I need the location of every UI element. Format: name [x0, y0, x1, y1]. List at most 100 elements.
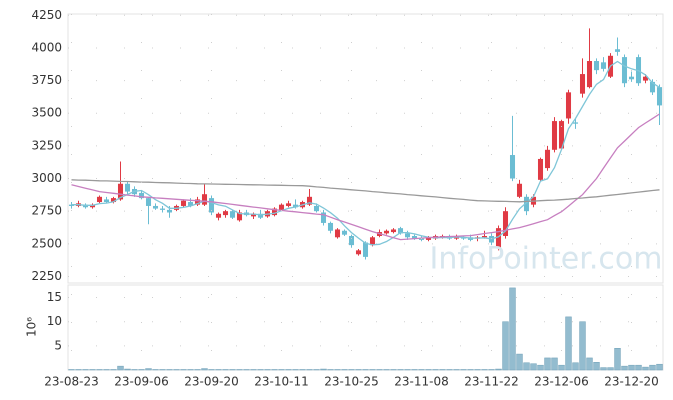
- candle-body: [642, 76, 649, 81]
- x-tick-label: 23-09-06: [114, 375, 168, 389]
- candle-body: [313, 205, 320, 212]
- x-tick-label: 23-10-25: [324, 375, 378, 389]
- candle-body: [334, 229, 341, 238]
- volume-bar: [516, 353, 523, 371]
- x-tick-label: 23-11-22: [464, 375, 518, 389]
- volume-bar: [530, 363, 537, 371]
- candle-body: [278, 204, 285, 210]
- candle-body: [320, 212, 327, 223]
- candle-body: [103, 199, 110, 203]
- candle-body: [285, 203, 292, 206]
- volume-bar: [320, 368, 327, 371]
- candle-body: [124, 183, 131, 192]
- candle-body: [229, 211, 236, 218]
- y-tick-label: 15: [47, 290, 62, 304]
- volume-bar: [558, 364, 565, 371]
- candle-body: [82, 204, 89, 208]
- y-tick-label: 5: [54, 338, 62, 352]
- y-tick-label: 2750: [31, 204, 62, 218]
- volume-bar: [537, 364, 544, 371]
- volume-bar: [635, 364, 642, 371]
- candle-body: [572, 122, 579, 124]
- candle-body: [453, 237, 460, 239]
- candle-body: [138, 192, 145, 199]
- candle-body: [656, 87, 663, 106]
- candle-body: [348, 235, 355, 246]
- candle-body: [201, 194, 208, 205]
- volume-bar: [551, 357, 558, 371]
- candle-body: [180, 200, 187, 206]
- y-tick-label: 10: [47, 314, 62, 328]
- candle-body: [110, 198, 117, 203]
- y-tick-label: 4250: [31, 8, 62, 22]
- volume-bar: [145, 368, 152, 371]
- candle-body: [495, 228, 502, 248]
- x-tick-label: 23-09-20: [184, 375, 238, 389]
- x-tick-label: 23-12-20: [604, 375, 658, 389]
- candle-body: [411, 235, 418, 239]
- volume-bar: [628, 364, 635, 371]
- y-tick-label: 2500: [31, 236, 62, 250]
- candle-body: [292, 204, 299, 208]
- candle-body: [558, 121, 565, 149]
- y-axis-label: 10⁶: [25, 317, 39, 337]
- candle-body: [222, 211, 229, 216]
- candle-body: [418, 238, 425, 240]
- candle-body: [579, 74, 586, 94]
- candle-body: [551, 121, 558, 150]
- volume-bar: [509, 287, 516, 371]
- x-tick-label: 23-12-06: [534, 375, 588, 389]
- moving-average-line: [71, 113, 660, 241]
- candle-body: [593, 61, 600, 71]
- y-tick-label: 3500: [31, 106, 62, 120]
- volume-bar: [544, 357, 551, 371]
- volume-bar: [201, 368, 208, 371]
- candle-body: [159, 208, 166, 210]
- candle-body: [117, 183, 124, 200]
- volume-bar: [124, 368, 131, 371]
- volume-bar: [117, 365, 124, 371]
- candle-body: [341, 230, 348, 235]
- candle-body: [628, 76, 635, 80]
- y-tick-label: 3000: [31, 171, 62, 185]
- candle-body: [481, 235, 488, 238]
- candle-body: [516, 183, 523, 197]
- volume-panel: [67, 284, 664, 371]
- moving-average-line: [71, 179, 660, 203]
- candle-body: [152, 205, 159, 209]
- volume-bar: [593, 362, 600, 371]
- volume-bar: [586, 357, 593, 371]
- volume-bar: [572, 362, 579, 371]
- candle-body: [208, 198, 215, 213]
- candle-body: [187, 202, 194, 206]
- volume-bar: [600, 367, 607, 371]
- candle-body: [271, 208, 278, 216]
- x-tick-label: 23-11-08: [394, 375, 448, 389]
- candle-body: [425, 237, 432, 240]
- price-panel: [67, 13, 664, 284]
- candle-body: [509, 155, 516, 179]
- x-tick-label: 23-10-11: [254, 375, 308, 389]
- candle-body: [96, 196, 103, 203]
- candle-body: [397, 228, 404, 234]
- y-tick-label: 4000: [31, 40, 62, 54]
- volume-bar: [649, 364, 656, 371]
- volume-bar: [621, 365, 628, 371]
- candle-body: [600, 62, 607, 69]
- candle-body: [194, 199, 201, 205]
- candle-body: [404, 233, 411, 238]
- candle-body: [523, 196, 530, 212]
- volume-bar: [523, 362, 530, 371]
- candle-body: [649, 81, 656, 93]
- y-tick-label: 2250: [31, 269, 62, 283]
- candle-body: [614, 49, 621, 52]
- volume-bar: [579, 321, 586, 371]
- candle-body: [390, 229, 397, 233]
- volume-bar: [565, 316, 572, 371]
- candle-body: [369, 237, 376, 246]
- candle-body: [565, 92, 572, 119]
- volume-bar: [607, 367, 614, 371]
- candle-body: [586, 61, 593, 88]
- candle-body: [362, 242, 369, 257]
